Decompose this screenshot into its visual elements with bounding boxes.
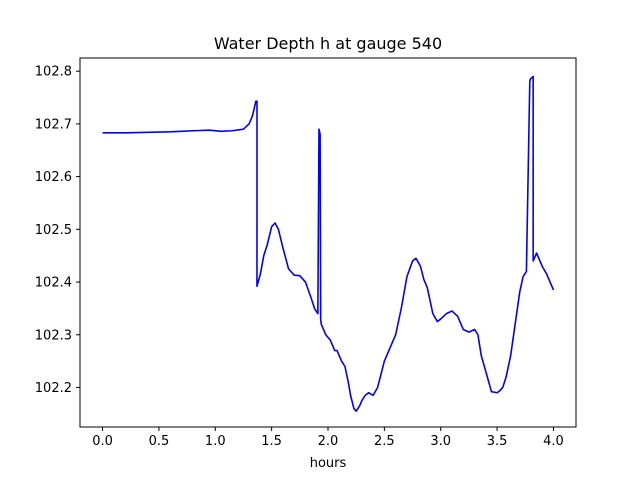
x-tick-label: 1.0 (205, 434, 226, 449)
series-line (102, 75, 555, 412)
y-tick-label: 102.6 (35, 170, 72, 185)
x-tick-label: 0.0 (92, 434, 113, 449)
axes-frame (79, 57, 577, 428)
x-tick-label: 2.5 (374, 434, 395, 449)
x-tick-label: 3.5 (487, 434, 508, 449)
y-tick-label: 102.3 (35, 328, 72, 343)
x-tick-label: 1.5 (261, 434, 282, 449)
x-axis: 0.0 0.5 1.0 1.5 2.0 2.5 3.0 3.5 4.0 (92, 427, 564, 449)
y-tick-label: 102.4 (35, 276, 72, 291)
x-tick-label: 4.0 (543, 434, 564, 449)
plot-area (102, 75, 555, 412)
y-axis: 102.2 102.3 102.4 102.5 102.6 102.7 102.8 (35, 65, 80, 396)
y-tick-label: 102.2 (35, 381, 72, 396)
y-tick-label: 102.7 (35, 117, 72, 132)
y-tick-label: 102.5 (35, 223, 72, 238)
chart-title: Water Depth h at gauge 540 (214, 34, 442, 53)
x-axis-label: hours (310, 456, 347, 471)
y-tick-label: 102.8 (35, 65, 72, 80)
x-tick-label: 0.5 (149, 434, 170, 449)
x-tick-label: 2.0 (318, 434, 339, 449)
x-tick-label: 3.0 (430, 434, 451, 449)
